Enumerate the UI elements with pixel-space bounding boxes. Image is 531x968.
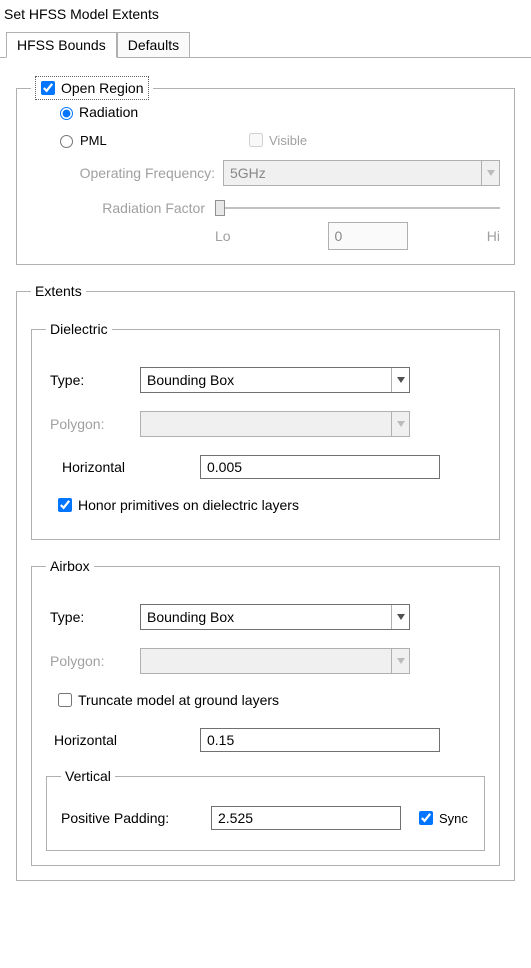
- dielectric-polygon-label: Polygon:: [50, 416, 140, 432]
- airbox-horizontal-row: Horizontal: [50, 728, 485, 752]
- chevron-down-icon: [391, 649, 409, 673]
- visible-checkbox: [249, 133, 263, 147]
- dielectric-polygon-row: Polygon:: [50, 411, 485, 437]
- chevron-down-icon: [391, 368, 409, 392]
- open-region-checkbox[interactable]: [41, 81, 55, 95]
- dielectric-group: Dielectric Type: Bounding Box Polygon:: [31, 321, 500, 540]
- sync-label: Sync: [439, 811, 468, 826]
- airbox-polygon-label: Polygon:: [50, 653, 140, 669]
- airbox-type-value: Bounding Box: [147, 609, 391, 625]
- airbox-legend: Airbox: [46, 558, 94, 574]
- pml-row: PML Visible: [55, 130, 500, 150]
- pos-pad-row: Positive Padding: Sync: [61, 806, 470, 830]
- radiation-label: Radiation: [79, 104, 138, 120]
- dielectric-type-label: Type:: [50, 372, 140, 388]
- radiation-radio-row: Radiation: [55, 104, 500, 120]
- op-freq-label: Operating Frequency:: [55, 165, 223, 181]
- dielectric-type-row: Type: Bounding Box: [50, 367, 485, 393]
- extents-legend: Extents: [31, 283, 86, 299]
- dielectric-horizontal-label: Horizontal: [50, 459, 200, 475]
- chevron-down-icon: [481, 161, 499, 185]
- airbox-horizontal-label: Horizontal: [50, 732, 200, 748]
- truncate-label: Truncate model at ground layers: [78, 692, 279, 708]
- dielectric-horizontal-input[interactable]: [200, 455, 440, 479]
- airbox-group: Airbox Type: Bounding Box Polygon:: [31, 558, 500, 866]
- pml-label: PML: [80, 133, 107, 148]
- chevron-down-icon: [391, 412, 409, 436]
- radiation-factor-slider: [215, 198, 500, 218]
- airbox-polygon-combo: [140, 648, 410, 674]
- airbox-type-combo[interactable]: Bounding Box: [140, 604, 410, 630]
- airbox-polygon-row: Polygon:: [50, 648, 485, 674]
- open-region-group: Open Region Radiation PML Visible Operat…: [16, 76, 515, 265]
- tab-defaults[interactable]: Defaults: [117, 32, 190, 57]
- airbox-horizontal-input[interactable]: [200, 728, 440, 752]
- visible-label: Visible: [269, 133, 307, 148]
- op-freq-row: Operating Frequency: 5GHz: [55, 160, 500, 186]
- truncate-checkbox[interactable]: [58, 693, 72, 707]
- extents-group: Extents Dielectric Type: Bounding Box Po…: [16, 283, 515, 881]
- honor-checkbox[interactable]: [58, 498, 72, 512]
- radiation-factor-row: Radiation Factor: [75, 198, 500, 218]
- chevron-down-icon: [391, 605, 409, 629]
- sync-checkbox[interactable]: [419, 811, 433, 825]
- op-freq-value: 5GHz: [230, 165, 481, 181]
- pos-pad-label: Positive Padding:: [61, 810, 211, 826]
- radiation-factor-value: [328, 222, 408, 250]
- open-region-label: Open Region: [61, 80, 144, 96]
- dielectric-horizontal-row: Horizontal: [50, 455, 485, 479]
- lo-hi-row: Lo Hi: [215, 222, 500, 250]
- vertical-group: Vertical Positive Padding: Sync: [46, 768, 485, 851]
- truncate-row: Truncate model at ground layers: [54, 690, 485, 710]
- open-region-legend: Open Region: [31, 76, 153, 100]
- vertical-legend: Vertical: [61, 768, 115, 784]
- dielectric-polygon-combo: [140, 411, 410, 437]
- airbox-type-label: Type:: [50, 609, 140, 625]
- tab-hfss-bounds[interactable]: HFSS Bounds: [6, 32, 117, 58]
- pos-pad-input[interactable]: [211, 806, 401, 830]
- tab-strip: HFSS Bounds Defaults: [0, 32, 531, 58]
- pml-radio[interactable]: [60, 135, 73, 148]
- slider-thumb: [215, 200, 225, 216]
- hi-label: Hi: [460, 228, 500, 244]
- dielectric-legend: Dielectric: [46, 321, 112, 337]
- op-freq-combo: 5GHz: [223, 160, 500, 186]
- dielectric-type-value: Bounding Box: [147, 372, 391, 388]
- airbox-type-row: Type: Bounding Box: [50, 604, 485, 630]
- window-title: Set HFSS Model Extents: [0, 0, 531, 32]
- dielectric-type-combo[interactable]: Bounding Box: [140, 367, 410, 393]
- radiation-factor-label: Radiation Factor: [75, 200, 215, 216]
- honor-row: Honor primitives on dielectric layers: [54, 495, 485, 515]
- lo-label: Lo: [215, 228, 275, 244]
- honor-label: Honor primitives on dielectric layers: [78, 497, 299, 513]
- radiation-radio[interactable]: [60, 107, 73, 120]
